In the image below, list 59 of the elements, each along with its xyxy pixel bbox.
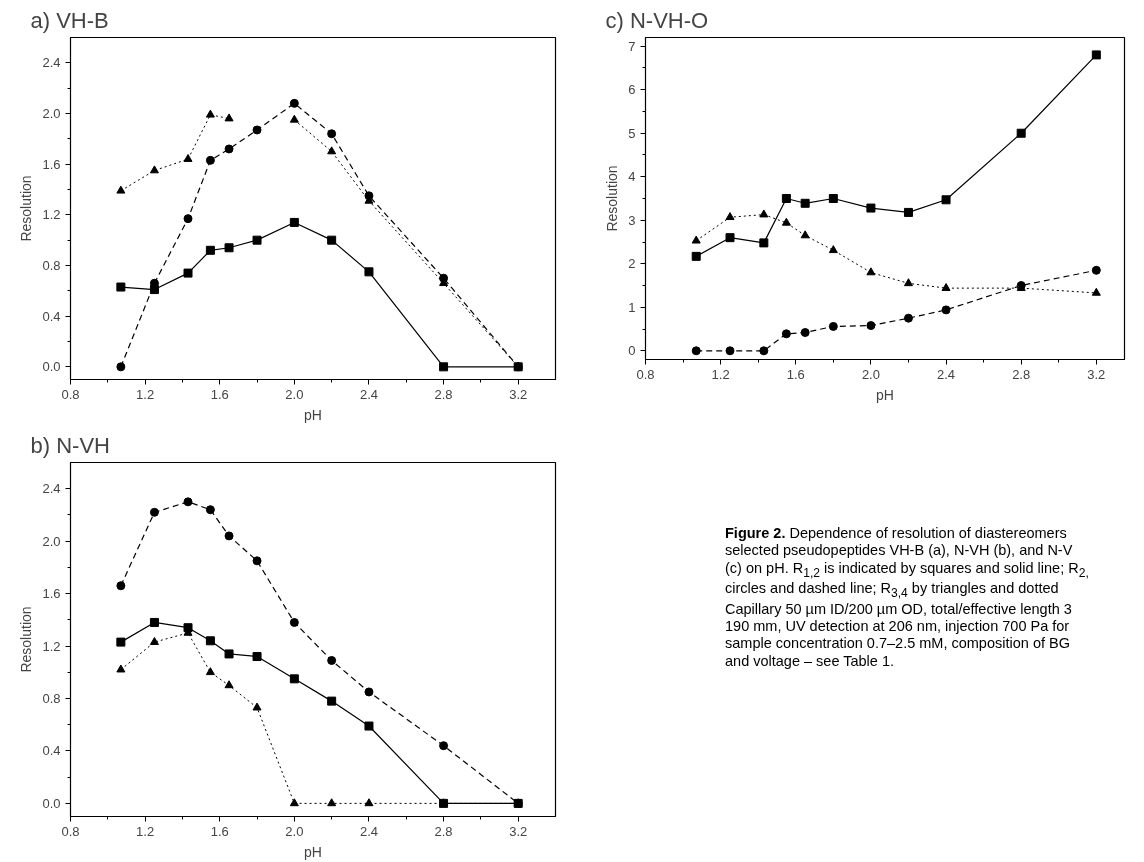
x-tick-label: 0.8 <box>61 823 80 839</box>
x-axis-title: pH <box>876 386 894 403</box>
x-tick-label: 1.6 <box>210 823 229 839</box>
y-tick-label: 0.4 <box>42 743 61 759</box>
x-axis-title: pH <box>304 843 322 860</box>
x-tick-label: 2.0 <box>861 366 880 382</box>
x-tick-label: 0.8 <box>61 386 80 402</box>
y-tick-label: 1 <box>628 299 636 315</box>
caption: Figure 2. Dependence of resolution of diastereomers <box>725 525 1068 543</box>
chart-title: c) N-VH-O <box>605 7 709 33</box>
y-axis-title: Resolution <box>18 175 35 242</box>
x-tick-label: 1.6 <box>786 366 805 382</box>
y-tick-label: 1.6 <box>42 156 61 172</box>
y-tick-label: 0.0 <box>42 359 61 375</box>
text: 190 mm, UV detection at 206 nm, injection 700 Pa for <box>725 617 1071 636</box>
x-tick-label: 1.2 <box>136 386 155 402</box>
y-tick-label: 1.2 <box>42 207 61 223</box>
x-tick-label: 2.4 <box>359 386 378 402</box>
y-tick-label: 2.4 <box>42 481 61 497</box>
y-tick-label: 2.0 <box>42 106 61 121</box>
text: and voltage – see Table 1. <box>725 652 896 671</box>
x-tick-label: 1.2 <box>711 366 730 382</box>
text: sample concentration 0.7–2.5 mM, composition of BG <box>725 635 1071 653</box>
x-tick-label: 1.6 <box>210 386 229 402</box>
y-tick-label: 0 <box>628 343 636 359</box>
y-tick-label: 3 <box>628 212 636 228</box>
x-tick-label: 3.2 <box>509 823 528 839</box>
y-tick-label: 2.0 <box>42 533 61 549</box>
y-tick-label: 1.2 <box>42 638 61 654</box>
x-tick-label: 2.4 <box>937 366 956 382</box>
y-tick-label: 0.8 <box>42 258 61 273</box>
y-tick-label: 6 <box>628 82 636 98</box>
y-tick-label: 0.8 <box>42 691 61 706</box>
x-tick-label: 2.8 <box>1012 366 1031 382</box>
y-tick-label: 2 <box>628 256 636 272</box>
y-tick-label: 0.0 <box>42 795 61 811</box>
y-axis-title: Resolution <box>18 606 35 673</box>
y-tick-label: 4 <box>628 169 636 185</box>
x-tick-label: 3.2 <box>509 386 528 402</box>
x-tick-label: 3.2 <box>1087 366 1106 382</box>
y-tick-label: 0.4 <box>42 308 61 324</box>
x-tick-label: 2.8 <box>434 823 453 839</box>
x-tick-label: 2.8 <box>434 386 453 402</box>
y-tick-label: 1.6 <box>42 586 61 602</box>
text: circles and dashed line; R$_{3,4}$ by triangles and dotted <box>725 580 1060 601</box>
x-tick-label: 2.4 <box>359 823 378 839</box>
x-tick-label: 1.2 <box>136 823 155 839</box>
y-axis-title: Resolution <box>604 165 621 232</box>
text: (c) on pH. R$_{1,2}$ is indicated by squares and solid line; R$_{2,}$ <box>725 559 1089 581</box>
x-tick-label: 2.0 <box>285 386 304 402</box>
y-tick-label: 7 <box>628 38 636 54</box>
text: Capillary 50 µm ID/200 µm OD, total/effective length 3 <box>725 600 1073 618</box>
text: selected pseudopeptides VH-B (a), N-VH (b), and N-V <box>725 542 1074 560</box>
x-axis-title: pH <box>304 406 322 423</box>
chart-title: b) N-VH <box>30 432 110 458</box>
chart-title: a) VH-B <box>30 7 109 33</box>
x-tick-label: 2.0 <box>285 823 304 839</box>
y-tick-label: 2.4 <box>42 55 61 71</box>
y-tick-label: 5 <box>628 125 636 141</box>
